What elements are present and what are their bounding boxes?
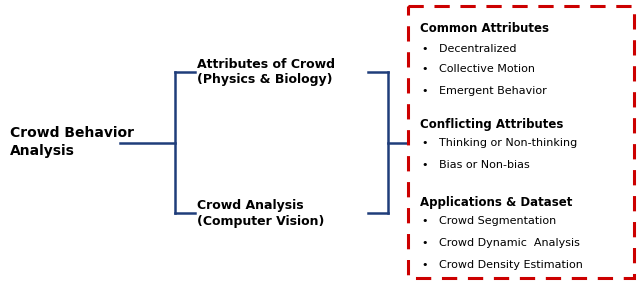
Text: Crowd Analysis
(Computer Vision): Crowd Analysis (Computer Vision): [197, 199, 324, 227]
Text: Attributes of Crowd
(Physics & Biology): Attributes of Crowd (Physics & Biology): [197, 57, 335, 87]
Bar: [408, 6, 634, 278]
Text: •   Bias or Non-bias: • Bias or Non-bias: [422, 160, 530, 170]
Text: •   Emergent Behavior: • Emergent Behavior: [422, 86, 547, 96]
Text: Crowd Behavior
Analysis: Crowd Behavior Analysis: [10, 126, 134, 158]
Text: •   Crowd Density Estimation: • Crowd Density Estimation: [422, 260, 583, 270]
Text: •   Crowd Segmentation: • Crowd Segmentation: [422, 216, 556, 226]
Text: Conflicting Attributes: Conflicting Attributes: [420, 118, 563, 131]
Text: •   Collective Motion: • Collective Motion: [422, 64, 535, 74]
Text: •   Crowd Dynamic  Analysis: • Crowd Dynamic Analysis: [422, 238, 580, 248]
Text: •   Thinking or Non-thinking: • Thinking or Non-thinking: [422, 138, 577, 148]
Text: •   Decentralized: • Decentralized: [422, 44, 516, 54]
Text: Common Attributes: Common Attributes: [420, 22, 549, 35]
Text: Applications & Dataset: Applications & Dataset: [420, 196, 572, 209]
